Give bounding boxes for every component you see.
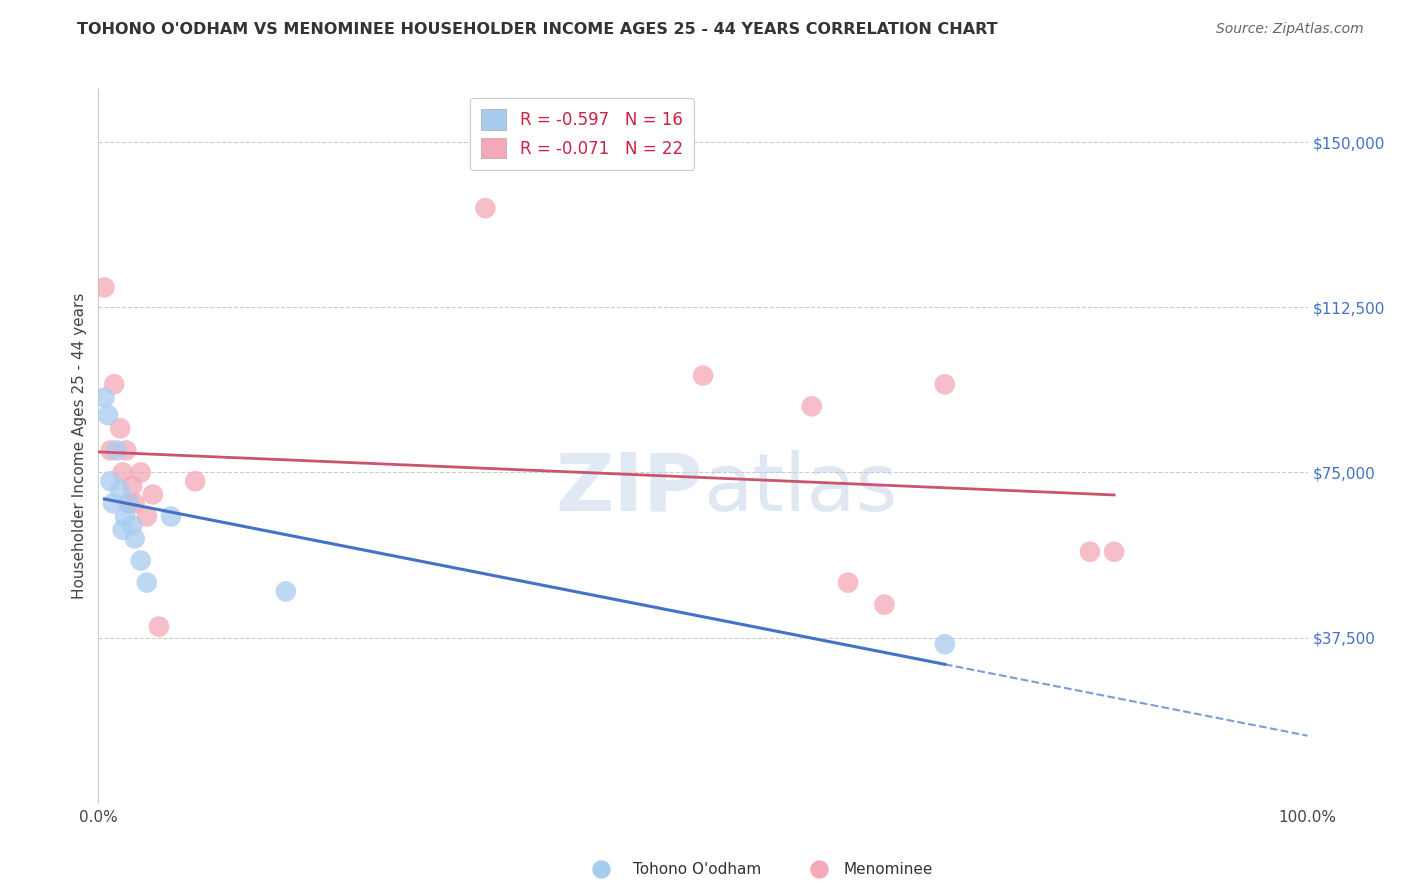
Point — [184, 475, 207, 489]
Point — [142, 487, 165, 501]
Point — [967, 761, 990, 775]
Point — [101, 496, 124, 510]
Point — [800, 400, 823, 414]
Point — [93, 391, 115, 405]
Point — [124, 496, 146, 510]
Point — [873, 598, 896, 612]
Point — [118, 496, 141, 510]
Point — [934, 637, 956, 651]
Point — [1102, 545, 1125, 559]
Point — [148, 619, 170, 633]
Text: Source: ZipAtlas.com: Source: ZipAtlas.com — [1216, 22, 1364, 37]
Legend: R = -0.597   N = 16, R = -0.071   N = 22: R = -0.597 N = 16, R = -0.071 N = 22 — [470, 97, 695, 169]
Point — [160, 509, 183, 524]
Point — [111, 523, 134, 537]
Point — [837, 575, 859, 590]
Text: Menominee: Menominee — [844, 863, 934, 877]
Point — [108, 483, 131, 497]
Point — [1078, 545, 1101, 559]
Point — [105, 443, 128, 458]
Y-axis label: Householder Income Ages 25 - 44 years: Householder Income Ages 25 - 44 years — [72, 293, 87, 599]
Text: atlas: atlas — [703, 450, 897, 528]
Point — [111, 466, 134, 480]
Point — [129, 466, 152, 480]
Point — [274, 584, 297, 599]
Point — [934, 377, 956, 392]
Text: TOHONO O'ODHAM VS MENOMINEE HOUSEHOLDER INCOME AGES 25 - 44 YEARS CORRELATION CH: TOHONO O'ODHAM VS MENOMINEE HOUSEHOLDER … — [77, 22, 998, 37]
Point — [474, 201, 496, 215]
Text: ZIP: ZIP — [555, 450, 703, 528]
Point — [93, 280, 115, 294]
Point — [121, 478, 143, 492]
Point — [100, 475, 122, 489]
Point — [100, 443, 122, 458]
Point — [692, 368, 714, 383]
Point — [749, 761, 772, 775]
Point — [114, 509, 136, 524]
Point — [108, 421, 131, 435]
Point — [115, 443, 138, 458]
Point — [129, 553, 152, 567]
Text: Tohono O'odham: Tohono O'odham — [633, 863, 761, 877]
Point — [121, 518, 143, 533]
Point — [135, 575, 157, 590]
Point — [118, 496, 141, 510]
Point — [97, 408, 120, 422]
Point — [124, 532, 146, 546]
Point — [103, 377, 125, 392]
Point — [135, 509, 157, 524]
